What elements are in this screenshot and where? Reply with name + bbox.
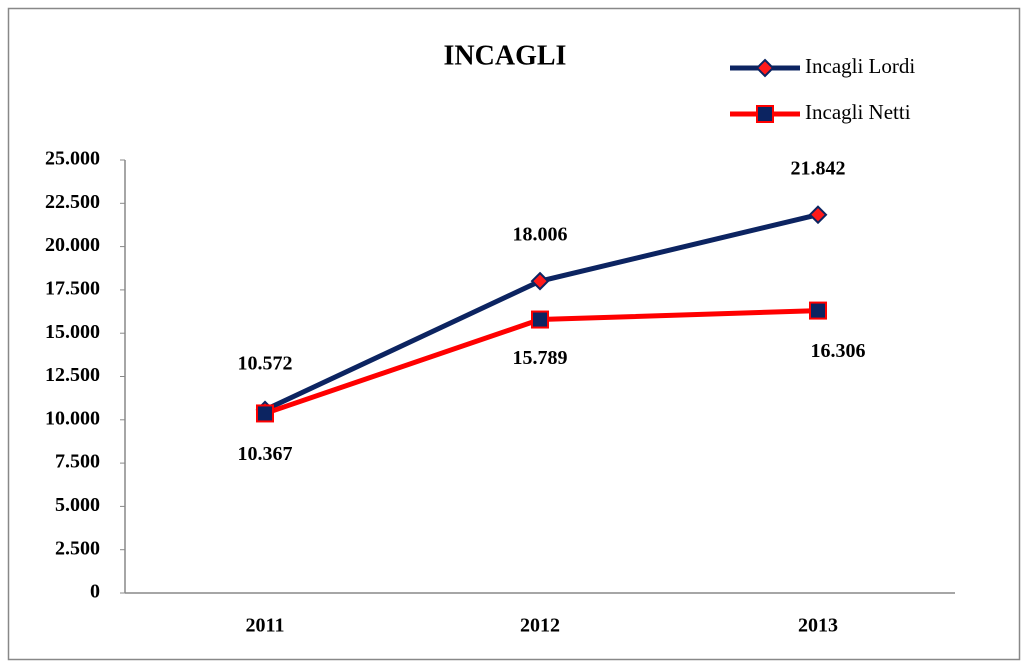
x-tick-label: 2013 — [798, 615, 838, 637]
y-tick-label: 0 — [90, 581, 100, 603]
y-tick-label: 15.000 — [45, 321, 100, 343]
data-point — [256, 404, 274, 423]
x-tick-label: 2011 — [246, 615, 285, 637]
chart-title: INCAGLI — [444, 40, 567, 71]
y-tick-label: 7.500 — [55, 451, 100, 473]
legend-label: Incagli Lordi — [805, 54, 915, 78]
y-tick-label: 12.500 — [45, 364, 100, 386]
legend-marker — [756, 105, 774, 123]
data-point — [809, 301, 827, 320]
data-label: 15.789 — [513, 347, 568, 369]
y-tick-label: 25.000 — [45, 148, 100, 170]
data-label: 10.572 — [238, 352, 293, 374]
x-tick-label: 2012 — [520, 615, 560, 637]
y-tick-label: 20.000 — [45, 234, 100, 256]
data-label: 21.842 — [791, 157, 846, 179]
chart-frame — [7, 7, 1021, 661]
y-tick-label: 2.500 — [55, 537, 100, 559]
legend-marker — [755, 58, 775, 78]
data-point — [530, 271, 550, 291]
data-point — [808, 205, 828, 225]
data-label: 10.367 — [238, 443, 293, 465]
y-tick-label: 5.000 — [55, 494, 100, 516]
y-tick-label: 10.000 — [45, 407, 100, 429]
y-tick-label: 17.500 — [45, 277, 100, 299]
data-label: 16.306 — [811, 340, 866, 362]
data-point — [531, 310, 549, 329]
legend-label: Incagli Netti — [805, 100, 911, 124]
y-tick-label: 22.500 — [45, 191, 100, 213]
data-label: 18.006 — [513, 224, 568, 246]
